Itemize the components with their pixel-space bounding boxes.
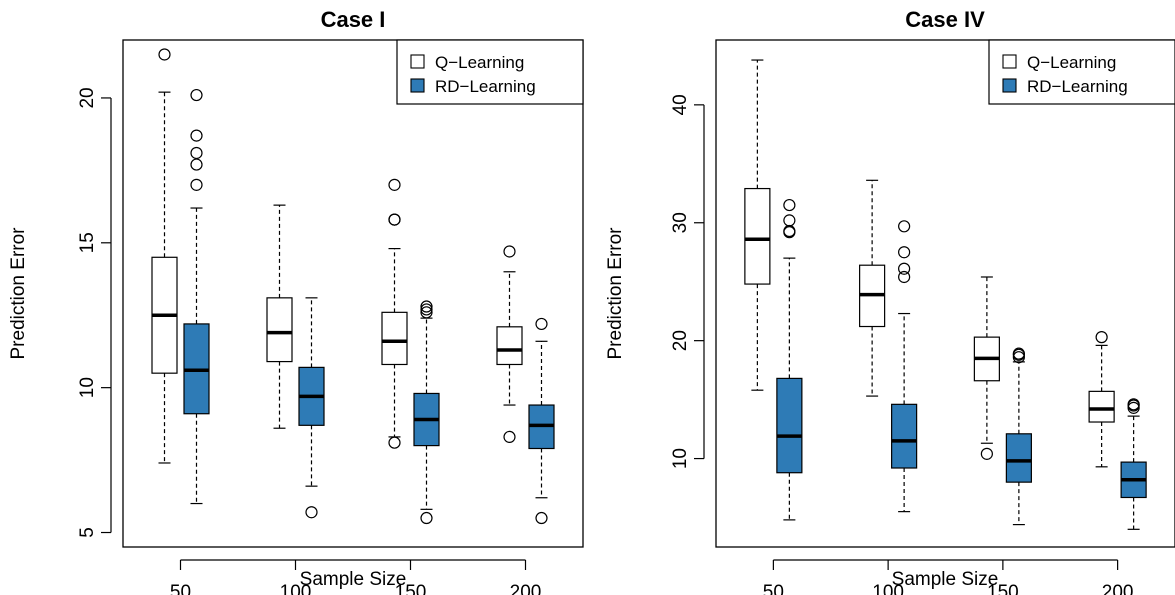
iqr-box	[496, 326, 523, 366]
box-q-200	[1088, 331, 1115, 468]
box-q-50	[151, 48, 178, 464]
outlier-point	[190, 146, 203, 160]
box-rd-150	[413, 300, 440, 525]
legend-swatch	[1002, 78, 1017, 93]
box-rd-100	[891, 220, 918, 513]
iqr-box	[1005, 433, 1032, 483]
box-rd-150	[1005, 347, 1032, 526]
outlier-point	[898, 220, 911, 233]
box-rd-200	[528, 317, 555, 525]
outlier-point	[158, 48, 171, 61]
x-tick-label: 200	[1102, 582, 1134, 595]
plot-frame	[715, 39, 1175, 548]
x-tick-label: 100	[872, 582, 904, 595]
outlier-point	[898, 262, 911, 275]
chart-panel-2: Case IV 10 20 30 40 50 100 150 200 Sample Size Pre…	[605, 7, 1175, 595]
legend-label: RD−Learning	[435, 77, 536, 96]
outlier-point	[420, 511, 433, 525]
outlier-point	[503, 430, 516, 444]
outlier-point	[898, 246, 911, 259]
outlier-point	[783, 214, 796, 227]
outlier-point	[503, 245, 516, 258]
y-tick-label: 10	[670, 448, 691, 469]
iqr-box	[381, 311, 408, 366]
iqr-box	[744, 187, 771, 285]
box-rd-200	[1120, 398, 1147, 530]
legend-frame	[396, 39, 584, 105]
plot-frame	[122, 39, 584, 548]
box-rd-50	[776, 198, 803, 521]
x-tick-label: 150	[395, 582, 427, 595]
panel-title: Case IV	[905, 7, 985, 32]
outlier-point	[535, 317, 548, 331]
outlier-point	[420, 303, 433, 316]
outlier-point	[1127, 398, 1140, 411]
outlier-point	[190, 158, 203, 171]
iqr-box	[266, 297, 293, 363]
iqr-box	[1088, 390, 1115, 423]
y-tick-label: 30	[670, 212, 691, 233]
x-tick-label: 50	[170, 582, 191, 595]
legend: Q−Learning RD−Learning	[988, 39, 1175, 105]
legend-label: Q−Learning	[1027, 53, 1116, 72]
outlier-point	[420, 306, 433, 319]
outlier-point	[1012, 347, 1025, 360]
legend: Q−Learning RD−Learning	[396, 39, 584, 105]
y-tick-label: 20	[670, 330, 691, 351]
box-q-150	[973, 276, 1000, 460]
box-q-100	[266, 204, 293, 429]
outlier-point	[980, 447, 993, 460]
legend-swatch	[410, 78, 425, 93]
box-rd-100	[298, 297, 325, 519]
legend-label: RD−Learning	[1027, 77, 1128, 96]
iqr-box	[776, 377, 803, 474]
box-q-200	[496, 245, 523, 444]
outlier-point	[190, 178, 203, 191]
box-q-150	[381, 178, 408, 449]
panel-title: Case I	[321, 7, 386, 32]
iqr-box	[891, 403, 918, 469]
x-tick-label: 100	[280, 582, 312, 595]
y-tick-label: 15	[77, 232, 98, 253]
legend-swatch	[410, 54, 425, 69]
legend-label: Q−Learning	[435, 53, 524, 72]
x-axis-label: Sample Size	[300, 569, 407, 590]
outlier-point	[1095, 331, 1108, 344]
outlier-point	[388, 436, 401, 449]
outlier-point	[420, 300, 433, 313]
outlier-point	[190, 88, 203, 102]
y-axis-label: Prediction Error	[8, 227, 29, 360]
y-tick-label: 10	[77, 377, 98, 398]
legend-swatch	[1002, 54, 1017, 69]
outlier-point	[388, 213, 401, 226]
box-q-50	[744, 59, 771, 391]
y-tick-label: 5	[77, 527, 98, 538]
y-tick-label: 40	[670, 94, 691, 115]
outlier-point	[305, 506, 318, 519]
outlier-point	[388, 178, 401, 191]
x-axis-label: Sample Size	[892, 569, 999, 590]
outlier-point	[535, 511, 548, 525]
outlier-point	[783, 198, 796, 212]
legend-frame	[988, 39, 1175, 105]
outlier-point	[898, 270, 911, 284]
box-rd-50	[183, 88, 210, 505]
y-tick-label: 20	[77, 87, 98, 108]
chart-panel-1: Case I 5 10 15 20 50 100 150 200 Sample Size Predi…	[8, 7, 584, 595]
x-tick-label: 200	[510, 582, 542, 595]
y-axis-label: Prediction Error	[605, 227, 626, 360]
box-q-100	[859, 179, 886, 397]
x-tick-label: 50	[763, 582, 784, 595]
x-tick-label: 150	[987, 582, 1019, 595]
outlier-point	[190, 129, 203, 142]
